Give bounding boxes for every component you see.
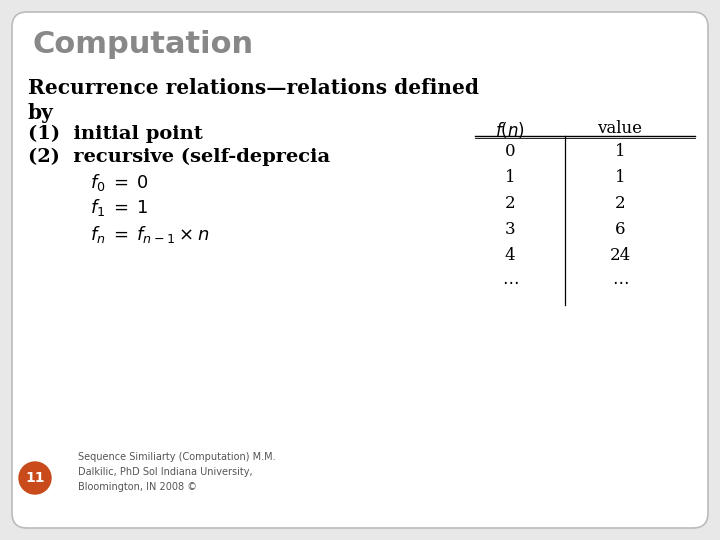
Text: value: value xyxy=(598,120,642,137)
Text: 4: 4 xyxy=(505,247,516,264)
Text: Computation: Computation xyxy=(32,30,253,59)
Text: 11: 11 xyxy=(25,471,45,485)
FancyBboxPatch shape xyxy=(12,12,708,528)
Text: Sequence Similiarty (Computation) M.M.
Dalkilic, PhD Sol Indiana University,
Blo: Sequence Similiarty (Computation) M.M. D… xyxy=(78,452,276,491)
Text: by: by xyxy=(28,103,54,123)
Text: 2: 2 xyxy=(505,195,516,212)
Text: 3: 3 xyxy=(505,221,516,238)
Text: $\cdots$: $\cdots$ xyxy=(502,273,518,290)
Text: 1: 1 xyxy=(615,169,625,186)
Text: $f_n \;=\; f_{n-1} \times n$: $f_n \;=\; f_{n-1} \times n$ xyxy=(90,224,210,245)
Text: (1)  initial point: (1) initial point xyxy=(28,125,203,143)
Text: $f_0 \;=\; 0$: $f_0 \;=\; 0$ xyxy=(90,172,149,193)
Text: 2: 2 xyxy=(615,195,625,212)
Text: 1: 1 xyxy=(615,143,625,160)
Text: (2)  recursive (self-deprecia: (2) recursive (self-deprecia xyxy=(28,148,330,166)
Text: $\cdots$: $\cdots$ xyxy=(612,273,629,290)
Circle shape xyxy=(19,462,51,494)
Text: $f(n)$: $f(n)$ xyxy=(495,120,525,140)
Text: 1: 1 xyxy=(505,169,516,186)
Text: $f_1 \;=\; 1$: $f_1 \;=\; 1$ xyxy=(90,197,148,218)
Text: 6: 6 xyxy=(615,221,625,238)
Text: 0: 0 xyxy=(505,143,516,160)
Text: Recurrence relations—relations defined: Recurrence relations—relations defined xyxy=(28,78,479,98)
Text: 24: 24 xyxy=(609,247,631,264)
